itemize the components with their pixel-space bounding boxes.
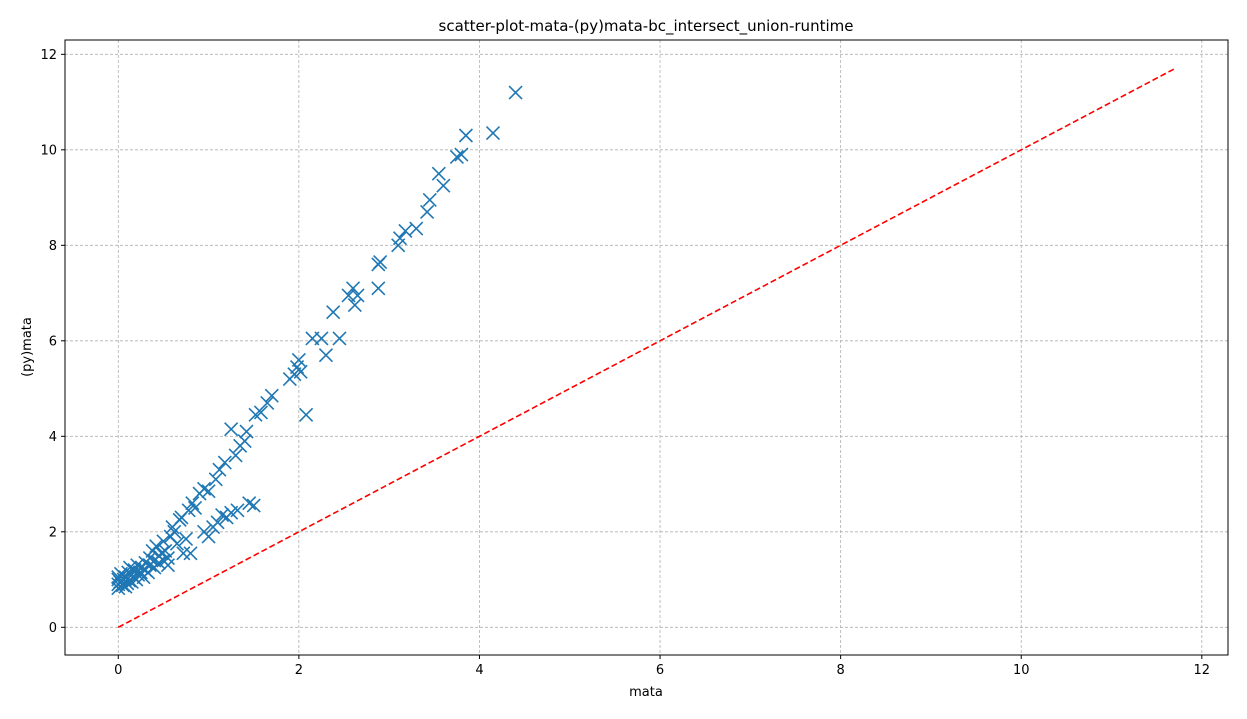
data-point (115, 578, 130, 593)
data-point (142, 551, 157, 566)
data-point (431, 166, 446, 181)
y-tick-label: 8 (49, 239, 57, 254)
data-point (326, 305, 341, 320)
x-tick-label: 12 (1194, 663, 1211, 678)
y-tick-label: 0 (49, 621, 57, 636)
data-point (149, 539, 164, 554)
data-point (260, 395, 275, 410)
grid-lines (65, 40, 1228, 655)
data-point (176, 546, 191, 561)
data-point (208, 472, 223, 487)
data-point (373, 254, 388, 270)
data-points (111, 85, 523, 596)
y-axis-ticks: 0 2 4 6 8 10 12 (40, 48, 65, 636)
data-point (449, 149, 464, 165)
data-point (422, 192, 437, 208)
data-point (228, 448, 243, 463)
data-point (133, 565, 148, 580)
data-point (178, 531, 194, 547)
data-point (436, 178, 451, 193)
y-tick-label: 6 (49, 334, 57, 349)
x-tick-label: 10 (1013, 663, 1030, 678)
data-point (239, 424, 254, 439)
plot-frame (64, 39, 1229, 656)
x-tick-label: 2 (295, 663, 303, 678)
y-tick-label: 2 (49, 525, 57, 540)
data-point (201, 484, 216, 499)
x-tick-label: 6 (656, 663, 664, 678)
x-tick-label: 0 (114, 663, 122, 678)
data-point (160, 558, 176, 573)
data-point (253, 405, 269, 420)
y-tick-label: 10 (40, 143, 57, 158)
data-point (332, 331, 347, 346)
data-point (350, 288, 365, 303)
data-point (160, 551, 176, 566)
data-point (158, 543, 173, 558)
y-tick-label: 4 (49, 430, 57, 445)
data-point (183, 546, 198, 561)
data-point (210, 515, 225, 530)
data-point (151, 555, 166, 570)
data-point (345, 281, 361, 296)
data-point (293, 364, 308, 379)
reference-line-layer (117, 67, 1176, 629)
data-point (299, 407, 314, 422)
chart-title: scatter-plot-mata-(py)mata-bc_intersect_… (439, 17, 854, 36)
reference-line (117, 67, 1176, 629)
y-axis-title: (py)mata (20, 317, 35, 377)
data-point (458, 128, 473, 143)
x-axis-ticks: 0 2 4 6 8 10 12 (114, 655, 1210, 678)
data-point (212, 462, 227, 477)
data-point (318, 348, 334, 363)
data-point (371, 281, 386, 296)
data-point (215, 508, 230, 523)
data-point (508, 85, 523, 100)
data-point (409, 221, 424, 236)
data-point (196, 481, 212, 496)
x-axis-title: mata (629, 685, 663, 700)
x-tick-label: 4 (475, 663, 483, 678)
data-point (347, 297, 362, 313)
data-point (246, 498, 261, 513)
data-point (201, 529, 216, 544)
data-point (217, 455, 232, 470)
data-point (169, 536, 185, 551)
data-point (187, 500, 203, 516)
data-point (485, 126, 501, 141)
data-point (264, 388, 279, 403)
data-point (224, 422, 239, 437)
data-point (230, 503, 245, 518)
y-tick-label: 12 (40, 48, 57, 63)
data-point (398, 223, 413, 239)
data-point (392, 231, 408, 246)
data-point (314, 331, 329, 346)
data-point (242, 496, 257, 511)
data-point (167, 524, 182, 539)
x-tick-label: 8 (836, 663, 844, 678)
data-point (454, 147, 469, 162)
data-point (185, 496, 200, 511)
data-point (291, 352, 306, 367)
data-point (420, 204, 435, 219)
